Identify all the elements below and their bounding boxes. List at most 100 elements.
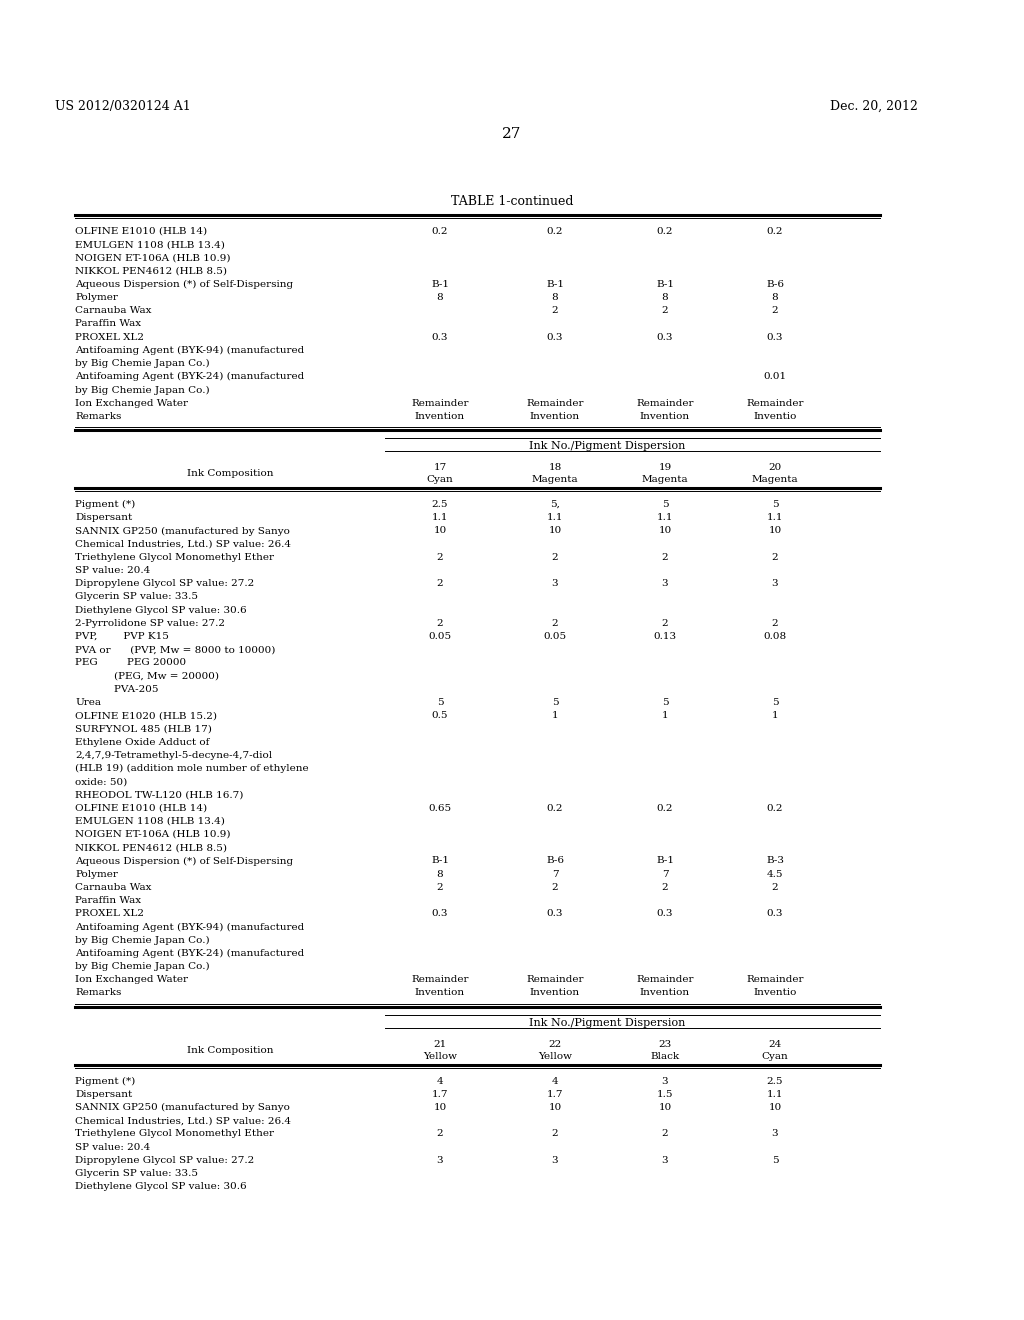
Text: by Big Chemie Japan Co.): by Big Chemie Japan Co.) xyxy=(75,359,210,368)
Text: 0.2: 0.2 xyxy=(656,227,673,236)
Text: oxide: 50): oxide: 50) xyxy=(75,777,127,787)
Text: 8: 8 xyxy=(552,293,558,302)
Text: 0.2: 0.2 xyxy=(432,227,449,236)
Text: Ink No./Pigment Dispersion: Ink No./Pigment Dispersion xyxy=(529,441,686,451)
Text: Polymer: Polymer xyxy=(75,870,118,879)
Text: Triethylene Glycol Monomethyl Ether: Triethylene Glycol Monomethyl Ether xyxy=(75,1130,274,1138)
Text: 1.1: 1.1 xyxy=(656,513,673,523)
Text: 0.3: 0.3 xyxy=(767,333,783,342)
Text: 5: 5 xyxy=(662,500,669,510)
Text: by Big Chemie Japan Co.): by Big Chemie Japan Co.) xyxy=(75,962,210,972)
Text: Magenta: Magenta xyxy=(642,475,688,484)
Text: Ink Composition: Ink Composition xyxy=(186,469,273,478)
Text: 2,4,7,9-Tetramethyl-5-decyne-4,7-diol: 2,4,7,9-Tetramethyl-5-decyne-4,7-diol xyxy=(75,751,272,760)
Text: 2.5: 2.5 xyxy=(432,500,449,510)
Text: PVP,        PVP K15: PVP, PVP K15 xyxy=(75,632,169,642)
Text: 1.1: 1.1 xyxy=(767,513,783,523)
Text: 0.3: 0.3 xyxy=(547,909,563,919)
Text: NIKKOL PEN4612 (HLB 8.5): NIKKOL PEN4612 (HLB 8.5) xyxy=(75,843,227,853)
Text: 10: 10 xyxy=(658,527,672,536)
Text: 10: 10 xyxy=(768,1104,781,1111)
Text: 2.5: 2.5 xyxy=(767,1077,783,1085)
Text: 0.65: 0.65 xyxy=(428,804,452,813)
Text: Remainder: Remainder xyxy=(526,399,584,408)
Text: Aqueous Dispersion (*) of Self-Dispersing: Aqueous Dispersion (*) of Self-Dispersin… xyxy=(75,857,293,866)
Text: SP value: 20.4: SP value: 20.4 xyxy=(75,1143,151,1151)
Text: 1: 1 xyxy=(662,711,669,721)
Text: 2: 2 xyxy=(662,883,669,892)
Text: 10: 10 xyxy=(768,527,781,536)
Text: PVA-205: PVA-205 xyxy=(75,685,159,694)
Text: PROXEL XL2: PROXEL XL2 xyxy=(75,909,144,919)
Text: 10: 10 xyxy=(433,527,446,536)
Text: Dispersant: Dispersant xyxy=(75,513,132,523)
Text: 5,: 5, xyxy=(550,500,560,510)
Text: B-6: B-6 xyxy=(546,857,564,866)
Text: SP value: 20.4: SP value: 20.4 xyxy=(75,566,151,576)
Text: 4: 4 xyxy=(552,1077,558,1085)
Text: RHEODOL TW-L120 (HLB 16.7): RHEODOL TW-L120 (HLB 16.7) xyxy=(75,791,244,800)
Text: Pigment (*): Pigment (*) xyxy=(75,1077,135,1086)
Text: Dipropylene Glycol SP value: 27.2: Dipropylene Glycol SP value: 27.2 xyxy=(75,1156,254,1164)
Text: 2: 2 xyxy=(772,306,778,315)
Text: Dispersant: Dispersant xyxy=(75,1090,132,1098)
Text: 1.1: 1.1 xyxy=(432,513,449,523)
Text: 7: 7 xyxy=(662,870,669,879)
Text: Paraffin Wax: Paraffin Wax xyxy=(75,319,141,329)
Text: 2: 2 xyxy=(436,883,443,892)
Text: 23: 23 xyxy=(658,1040,672,1048)
Text: Chemical Industries, Ltd.) SP value: 26.4: Chemical Industries, Ltd.) SP value: 26.… xyxy=(75,1117,291,1125)
Text: 1.5: 1.5 xyxy=(656,1090,673,1098)
Text: 0.5: 0.5 xyxy=(432,711,449,721)
Text: PEG         PEG 20000: PEG PEG 20000 xyxy=(75,659,186,668)
Text: 1: 1 xyxy=(552,711,558,721)
Text: 0.3: 0.3 xyxy=(432,333,449,342)
Text: 3: 3 xyxy=(772,579,778,589)
Text: Invention: Invention xyxy=(640,989,690,998)
Text: 0.2: 0.2 xyxy=(656,804,673,813)
Text: Aqueous Dispersion (*) of Self-Dispersing: Aqueous Dispersion (*) of Self-Dispersin… xyxy=(75,280,293,289)
Text: TABLE 1-continued: TABLE 1-continued xyxy=(451,195,573,209)
Text: 2: 2 xyxy=(662,306,669,315)
Text: 27: 27 xyxy=(503,127,521,141)
Text: Antifoaming Agent (BYK-24) (manufactured: Antifoaming Agent (BYK-24) (manufactured xyxy=(75,949,304,958)
Text: (HLB 19) (addition mole number of ethylene: (HLB 19) (addition mole number of ethyle… xyxy=(75,764,308,774)
Text: 21: 21 xyxy=(433,1040,446,1048)
Text: 2: 2 xyxy=(436,619,443,628)
Text: Polymer: Polymer xyxy=(75,293,118,302)
Text: 2: 2 xyxy=(436,1130,443,1138)
Text: 0.3: 0.3 xyxy=(656,333,673,342)
Text: 5: 5 xyxy=(436,698,443,708)
Text: 2: 2 xyxy=(662,1130,669,1138)
Text: 17: 17 xyxy=(433,463,446,473)
Text: B-1: B-1 xyxy=(431,280,449,289)
Text: 22: 22 xyxy=(549,1040,561,1048)
Text: Black: Black xyxy=(650,1052,680,1060)
Text: 1: 1 xyxy=(772,711,778,721)
Text: 3: 3 xyxy=(436,1156,443,1164)
Text: NIKKOL PEN4612 (HLB 8.5): NIKKOL PEN4612 (HLB 8.5) xyxy=(75,267,227,276)
Text: PROXEL XL2: PROXEL XL2 xyxy=(75,333,144,342)
Text: PVA or      (PVP, Mw = 8000 to 10000): PVA or (PVP, Mw = 8000 to 10000) xyxy=(75,645,275,655)
Text: 7: 7 xyxy=(552,870,558,879)
Text: EMULGEN 1108 (HLB 13.4): EMULGEN 1108 (HLB 13.4) xyxy=(75,817,225,826)
Text: Remarks: Remarks xyxy=(75,989,122,998)
Text: 20: 20 xyxy=(768,463,781,473)
Text: Glycerin SP value: 33.5: Glycerin SP value: 33.5 xyxy=(75,1170,198,1177)
Text: 8: 8 xyxy=(662,293,669,302)
Text: Invention: Invention xyxy=(530,412,580,421)
Text: Remainder: Remainder xyxy=(412,399,469,408)
Text: 0.2: 0.2 xyxy=(547,227,563,236)
Text: 5: 5 xyxy=(772,1156,778,1164)
Text: Dipropylene Glycol SP value: 27.2: Dipropylene Glycol SP value: 27.2 xyxy=(75,579,254,589)
Text: Dec. 20, 2012: Dec. 20, 2012 xyxy=(830,100,918,114)
Text: 8: 8 xyxy=(436,870,443,879)
Text: 3: 3 xyxy=(662,1156,669,1164)
Text: by Big Chemie Japan Co.): by Big Chemie Japan Co.) xyxy=(75,936,210,945)
Text: 24: 24 xyxy=(768,1040,781,1048)
Text: 0.3: 0.3 xyxy=(432,909,449,919)
Text: Magenta: Magenta xyxy=(531,475,579,484)
Text: Remainder: Remainder xyxy=(636,975,693,985)
Text: US 2012/0320124 A1: US 2012/0320124 A1 xyxy=(55,100,190,114)
Text: SANNIX GP250 (manufactured by Sanyo: SANNIX GP250 (manufactured by Sanyo xyxy=(75,527,290,536)
